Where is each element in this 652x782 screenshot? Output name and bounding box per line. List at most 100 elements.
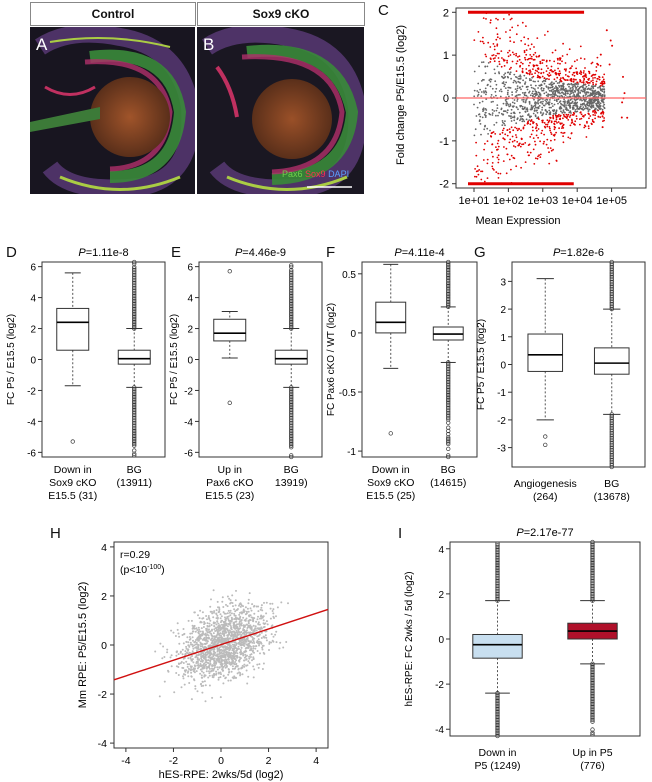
h-point	[209, 656, 212, 659]
c-point	[562, 123, 565, 126]
box-outlier	[289, 415, 294, 421]
h-point	[193, 624, 196, 627]
c-point	[486, 177, 489, 180]
y-tick-label: -3	[497, 444, 506, 455]
h-point	[243, 631, 246, 634]
h-point	[213, 666, 216, 669]
h-point	[230, 616, 233, 619]
h-point	[236, 648, 239, 650]
h-point	[205, 670, 208, 673]
c-point	[543, 92, 546, 95]
h-point	[248, 655, 251, 658]
c-point	[568, 116, 571, 118]
c-point	[546, 99, 549, 101]
box-outlier	[289, 391, 294, 396]
h-point	[208, 667, 211, 670]
micrograph-sox9-cko: B Pax6 Sox9 DAPI	[197, 27, 364, 194]
c-point	[496, 43, 499, 46]
box-outlier	[289, 308, 294, 313]
c-point	[573, 95, 576, 97]
c-point	[587, 112, 590, 115]
group-label: BG	[441, 464, 456, 476]
c-point	[590, 62, 593, 65]
c-point	[519, 93, 521, 96]
c-point	[511, 140, 514, 143]
box-outlier	[132, 293, 137, 299]
h-point	[201, 643, 204, 646]
h-point	[219, 671, 222, 674]
box-outlier	[132, 393, 137, 398]
c-point	[524, 101, 527, 103]
c-point	[572, 92, 575, 94]
box-outlier	[590, 692, 595, 697]
c-point	[599, 106, 602, 108]
c-point	[500, 112, 503, 115]
c-point	[529, 94, 532, 97]
h-point	[243, 630, 246, 632]
c-point	[603, 90, 606, 93]
h-point	[255, 605, 258, 608]
c-ylabel: Fold change P5/E15.5 (log2)	[395, 25, 407, 165]
c-point	[587, 104, 590, 107]
h-point	[241, 652, 244, 655]
h-point	[196, 667, 199, 670]
h-point	[222, 611, 225, 614]
c-point	[510, 77, 512, 80]
c-point	[513, 139, 516, 142]
box-outlier	[289, 424, 294, 429]
c-point	[515, 54, 517, 57]
h-point	[193, 667, 196, 670]
c-point	[553, 87, 556, 90]
c-point	[575, 98, 578, 101]
h-point	[243, 624, 246, 627]
c-point	[597, 96, 600, 98]
c-point	[537, 95, 540, 98]
h-point	[228, 668, 230, 671]
h-point	[222, 645, 225, 648]
h-point	[217, 628, 220, 631]
h-point	[265, 620, 268, 623]
c-point	[601, 126, 604, 129]
box-outlier	[590, 717, 595, 723]
c-point	[574, 120, 577, 123]
h-point	[184, 673, 187, 676]
box-outlier	[609, 413, 614, 419]
c-point	[536, 111, 539, 114]
c-point	[515, 62, 518, 65]
c-point	[587, 70, 590, 73]
c-point	[574, 101, 577, 104]
box-outlier	[132, 412, 137, 418]
h-point	[245, 617, 248, 620]
h-point	[159, 642, 162, 645]
c-point	[518, 58, 521, 61]
c-point	[530, 119, 533, 122]
c-point	[536, 64, 539, 67]
h-point	[216, 657, 219, 660]
c-point	[546, 138, 549, 141]
c-point	[546, 73, 549, 76]
h-point	[227, 653, 230, 656]
h-point	[214, 636, 217, 639]
c-point	[562, 132, 564, 135]
c-point	[498, 52, 500, 55]
h-point	[199, 645, 202, 648]
c-point	[528, 154, 530, 157]
box-outlier	[446, 304, 451, 310]
c-point	[495, 87, 498, 90]
panel-d-letter: D	[6, 244, 17, 261]
h-point	[222, 624, 225, 626]
c-point	[595, 66, 598, 68]
c-point	[577, 91, 580, 93]
h-point	[229, 609, 232, 612]
box-outlier	[132, 425, 137, 430]
c-point	[483, 128, 486, 131]
h-point	[246, 607, 249, 610]
h-point	[252, 665, 255, 668]
box-outlier	[446, 282, 451, 287]
c-point	[542, 87, 545, 90]
c-point	[570, 112, 572, 114]
c-point	[493, 48, 496, 51]
c-point	[527, 144, 530, 147]
box-outlier	[446, 295, 451, 300]
h-point	[222, 625, 225, 628]
